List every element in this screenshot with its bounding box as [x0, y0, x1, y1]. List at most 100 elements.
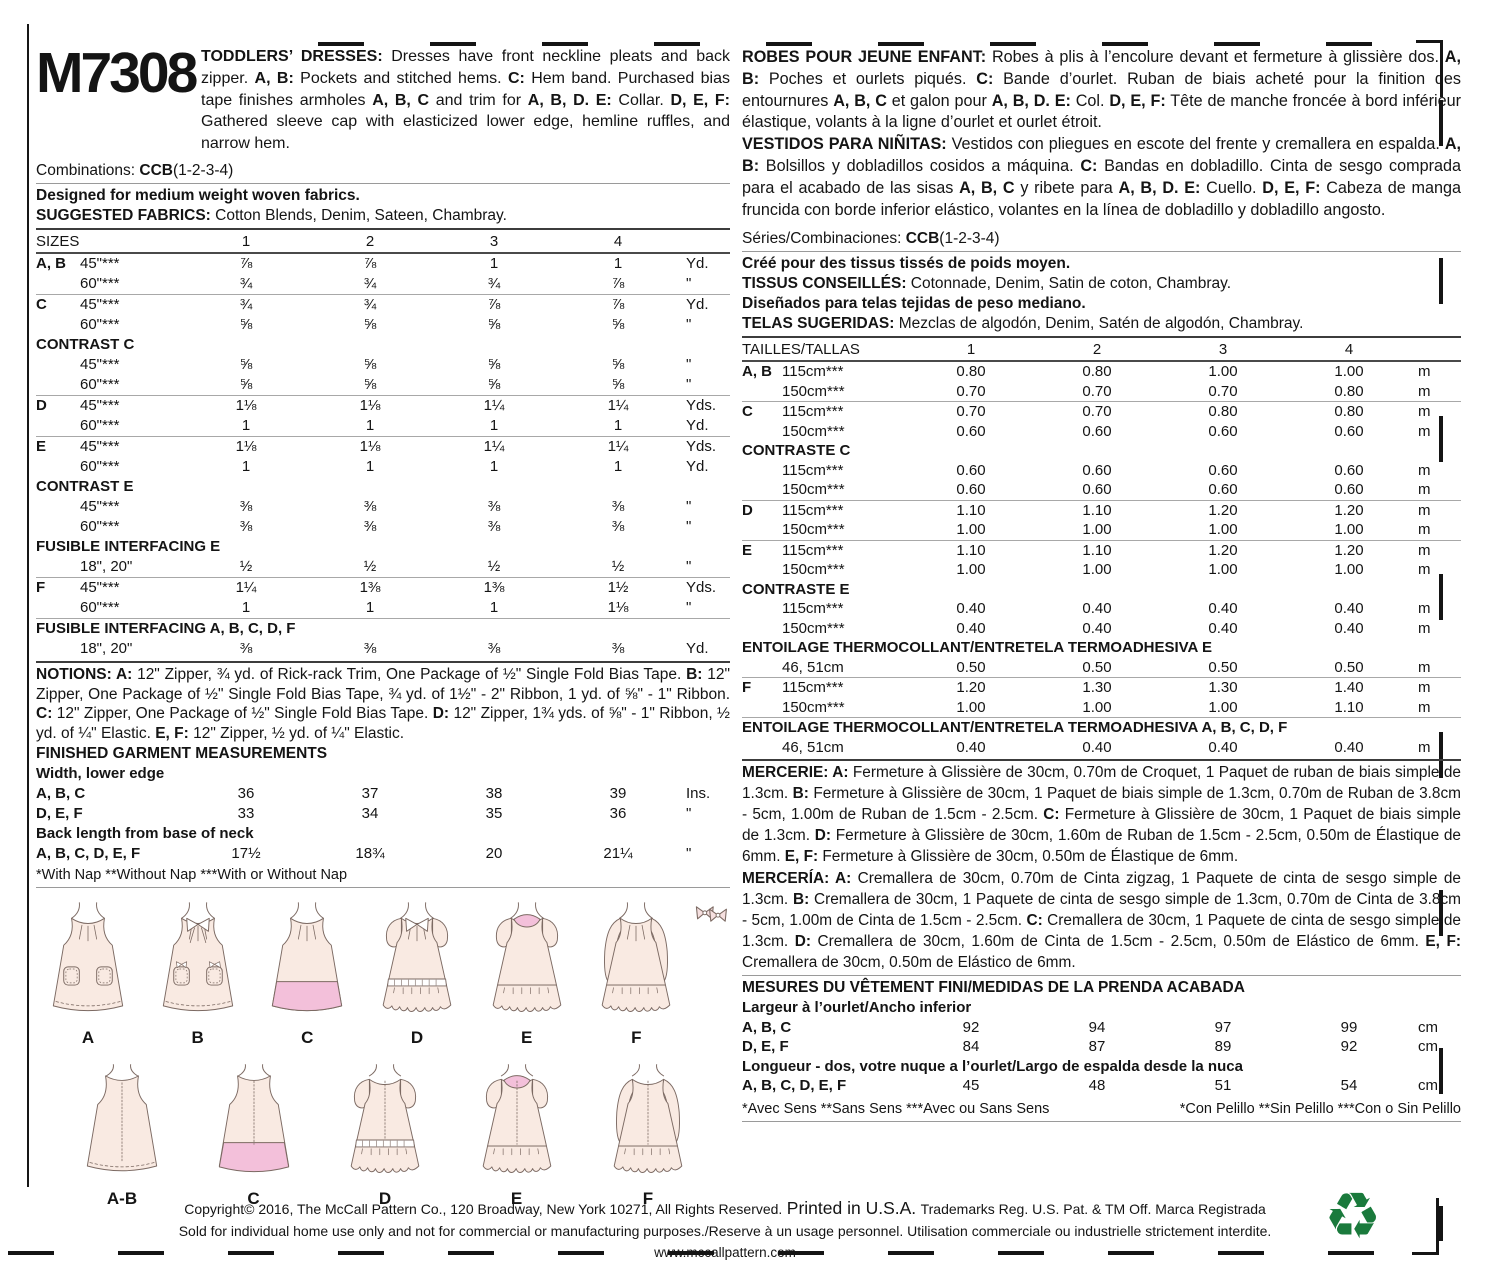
dress-view-f: F — [596, 1057, 700, 1208]
top-right-corner-mark — [1416, 40, 1443, 97]
dress-view-label: C — [301, 1027, 314, 1047]
table-row: A, B 115cm*** 0.80 0.80 1.00 1.00 m — [742, 363, 1431, 381]
table-section-row: FUSIBLE INTERFACING A, B, C, D, F — [36, 617, 730, 639]
divider — [36, 182, 730, 184]
dress-illustration — [613, 1064, 683, 1173]
dress-view-label: A-B — [106, 1188, 138, 1208]
suggested-fabrics-line: SUGGESTED FABRICS: Cotton Blends, Denim,… — [36, 206, 507, 224]
notions-paragraph: NOTIONS: A: 12" Zipper, ¾ yd. of Rick-ra… — [36, 665, 730, 743]
table-row: 18", 20" ½ ½ ½ ½ " — [80, 557, 692, 575]
table-row: D, E, F 84 87 89 92 cm — [742, 1038, 1438, 1056]
table-section-row: CONTRAST E — [36, 477, 134, 495]
yardage-table-en: A, B 45"*** ⅞ ⅞ 1 1 Yd. 60"*** ¾ ¾ ¾ ⅞ " C 45"*** ¾ ¾ ⅞ ⅞ Y… — [36, 254, 730, 659]
english-column: M7308 TODDLERS’ DRESSES: Dresses have fr… — [36, 41, 731, 1208]
dress-view-d: D — [365, 896, 469, 1047]
size-col: 3 — [1218, 341, 1228, 359]
dress-view-label: F — [631, 1027, 642, 1047]
dress-view-e: E — [475, 896, 579, 1047]
table-row: A, B, C, D, E, F 45 48 51 54 cm — [742, 1077, 1438, 1095]
dress-view-label: C — [247, 1188, 260, 1208]
measurements-table-metric: Largeur à l’ourlet/Ancho inferior A, B, C… — [742, 998, 1461, 1096]
dress-view-label: A — [81, 1027, 95, 1047]
telas-line: TELAS SUGERIDAS: Mezclas de algodón, Den… — [742, 315, 1304, 333]
table-row: F 45"*** 1¼ 1⅜ 1⅜ 1½ Yds. — [36, 576, 730, 598]
table-row: E 115cm*** 1.10 1.10 1.20 1.20 m — [742, 539, 1461, 561]
copyright-text: Copyright© 2016, The McCall Pattern Co.,… — [184, 1201, 783, 1217]
table-row: 45"*** ⅜ ⅜ ⅜ ⅜ " — [80, 497, 692, 515]
dress-back-views: A-B C D E F — [70, 1057, 700, 1208]
dress-illustration — [382, 902, 452, 1012]
yardage-table-header-en: SIZES 1 2 3 4 — [36, 231, 730, 254]
dress-view-c: C — [255, 896, 359, 1047]
bottom-right-corner-mark — [1412, 1198, 1439, 1255]
size-col: 2 — [365, 232, 375, 250]
nap-footnote-en: *With Nap **Without Nap ***With or Witho… — [36, 866, 348, 883]
size-col: 3 — [489, 232, 499, 250]
dress-view-a: A — [36, 896, 140, 1047]
nap-footnotes-metric: *Avec Sens **Sans Sens ***Avec ou Sans S… — [742, 1099, 1461, 1119]
dress-view-c: C — [202, 1057, 306, 1208]
table-row: 60"*** 1 1 1 1 Yd. — [80, 457, 709, 475]
table-section-row: CONTRAST C — [36, 335, 135, 353]
dress-illustration — [162, 902, 233, 1011]
divider — [742, 251, 1461, 253]
table-row: 60"*** ⅝ ⅝ ⅝ ⅝ " — [80, 315, 692, 333]
dress-view-d: D — [333, 1057, 437, 1208]
table-row: 150cm*** 1.00 1.00 1.00 1.00 m — [782, 521, 1431, 539]
divider — [742, 1120, 1461, 1122]
table-section-row: CONTRASTE E — [742, 580, 850, 598]
disenados-line: Diseñados para telas tejidas de peso med… — [742, 295, 1086, 313]
table-row: 60"*** ⅝ ⅝ ⅝ ⅝ " — [80, 375, 692, 393]
dress-view-label: D — [378, 1188, 392, 1208]
divider — [36, 660, 730, 663]
bottom-cut-dashed-line — [8, 1251, 1431, 1255]
table-row: E 45"*** 1⅛ 1⅛ 1¼ 1¼ Yds. — [36, 435, 730, 457]
table-row: F 115cm*** 1.20 1.30 1.30 1.40 m — [742, 677, 1461, 698]
pattern-number: M7308 — [36, 41, 198, 105]
table-section-row: ENTOILAGE THERMOCOLLANT/ENTRETELA TERMOA… — [742, 717, 1461, 738]
sizes-label: SIZES — [36, 232, 80, 250]
top-cut-dashed-line — [318, 42, 1435, 46]
table-row: 115cm*** 0.40 0.40 0.40 0.40 m — [782, 600, 1431, 618]
dress-view-label: B — [191, 1027, 204, 1047]
table-section-row: CONTRASTE C — [742, 442, 851, 460]
dress-view-label: D — [410, 1027, 424, 1047]
measurements-table-en: Width, lower edge A, B, C 36 37 38 39 Ins. D, E… — [36, 764, 730, 864]
table-row: 60"*** ⅜ ⅜ ⅜ ⅜ " — [80, 517, 692, 535]
description-en: TODDLERS’ DRESSES: Dresses have front ne… — [201, 48, 731, 152]
right-cut-dashed-line — [1439, 100, 1443, 1241]
table-row: A, B 45"*** ⅞ ⅞ 1 1 Yd. — [36, 254, 709, 272]
dress-illustration — [492, 902, 561, 1012]
table-row: A, B, C 36 37 38 39 Ins. — [36, 784, 711, 802]
printed-in-usa: Printed in U.S.A. — [786, 1198, 917, 1218]
table-section-row: Back length from base of neck — [36, 824, 254, 842]
table-section-row: ENTOILAGE THERMOCOLLANT/ENTRETELA TERMOA… — [742, 639, 1213, 657]
table-row: 60"*** 1 1 1 1 Yd. — [80, 416, 709, 434]
table-row: 46, 51cm 0.40 0.40 0.40 0.40 m — [782, 738, 1431, 756]
table-row: 45"*** ⅝ ⅝ ⅝ ⅝ " — [80, 355, 692, 373]
dress-view-label: E — [510, 1188, 523, 1208]
table-section-row: Largeur à l’ourlet/Ancho inferior — [742, 999, 972, 1017]
table-section-row: FUSIBLE INTERFACING E — [36, 537, 221, 555]
dress-illustration — [602, 902, 671, 1012]
designed-for-line: Designed for medium weight woven fabrics… — [36, 186, 360, 204]
size-col: 2 — [1092, 341, 1102, 359]
table-row: D 45"*** 1⅛ 1⅛ 1¼ 1¼ Yds. — [36, 394, 730, 416]
tissus-line: TISSUS CONSEILLÉS: Cotonnade, Denim, Sat… — [742, 275, 1232, 293]
dress-illustration — [350, 1064, 420, 1173]
usage-restriction-text: Sold for individual home use only and no… — [178, 1223, 1272, 1239]
table-row: A, B, C 92 94 97 99 cm — [742, 1018, 1438, 1036]
dress-view-label: F — [642, 1188, 654, 1208]
nap-footnote-es: *Con Pelillo **Sin Pelillo ***Con o Sin … — [1179, 1100, 1461, 1117]
table-row: 150cm*** 0.40 0.40 0.40 0.40 m — [782, 619, 1431, 637]
table-row: 150cm*** 0.70 0.70 0.70 0.80 m — [782, 382, 1431, 400]
dress-illustration — [272, 902, 343, 1011]
footer: Copyright© 2016, The McCall Pattern Co.,… — [130, 1198, 1320, 1260]
table-row: D, E, F 33 34 35 36 " — [36, 804, 692, 822]
description-fr: ROBES POUR JEUNE ENFANT: Robes à plis à … — [742, 48, 1461, 132]
header: M7308 TODDLERS’ DRESSES: Dresses have fr… — [36, 41, 731, 155]
dress-illustration — [482, 1064, 551, 1173]
divider — [742, 975, 1461, 977]
left-fold-line — [27, 24, 29, 1187]
dress-front-views: A B C D E F — [36, 896, 730, 1047]
